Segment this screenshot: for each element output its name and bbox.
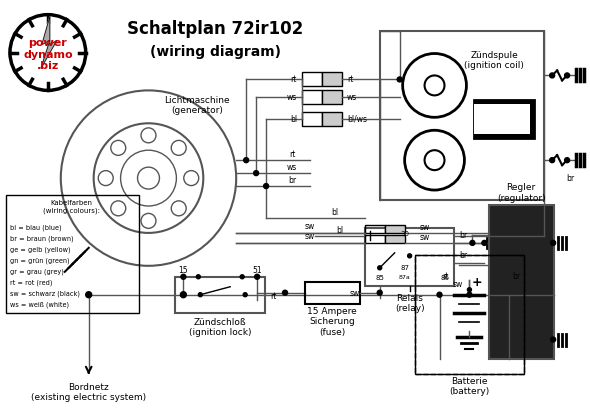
Bar (365, 225, 385, 233)
Text: 86: 86 (440, 275, 449, 281)
Circle shape (264, 183, 268, 188)
Circle shape (550, 73, 555, 78)
Circle shape (565, 158, 569, 163)
Text: 51: 51 (253, 266, 262, 275)
Circle shape (196, 275, 201, 279)
Circle shape (550, 240, 556, 245)
Circle shape (397, 77, 402, 82)
Circle shape (243, 293, 247, 297)
Circle shape (408, 254, 412, 258)
Text: sw: sw (453, 280, 463, 289)
Text: Batterie
(battery): Batterie (battery) (450, 377, 490, 396)
Text: ws: ws (347, 93, 357, 102)
Bar (6, 195, 139, 313)
Circle shape (377, 290, 382, 295)
Text: +: + (472, 276, 483, 289)
Polygon shape (41, 17, 57, 68)
Bar (489, 205, 554, 359)
Circle shape (467, 292, 472, 297)
Circle shape (86, 292, 91, 298)
Text: Zündspule
(ignition coil): Zündspule (ignition coil) (464, 51, 525, 70)
Text: Relais
(relay): Relais (relay) (395, 294, 424, 314)
Text: Schaltplan 72ir102: Schaltplan 72ir102 (127, 20, 303, 38)
Text: bl: bl (290, 115, 297, 124)
Circle shape (254, 171, 258, 176)
Bar (302, 73, 322, 86)
Text: bl = blau (blue): bl = blau (blue) (10, 225, 61, 231)
Circle shape (283, 290, 287, 295)
Text: gn = grün (green): gn = grün (green) (10, 258, 70, 264)
Circle shape (378, 266, 382, 270)
Circle shape (565, 73, 569, 78)
Bar (305, 282, 360, 304)
Text: 30: 30 (400, 231, 409, 237)
Text: bl: bl (336, 226, 343, 236)
Circle shape (550, 337, 556, 342)
Text: rt: rt (270, 292, 277, 301)
Circle shape (467, 288, 471, 292)
Bar (302, 112, 322, 126)
Circle shape (550, 158, 555, 163)
Text: power
dynamo
.biz: power dynamo .biz (23, 38, 73, 71)
Text: 87: 87 (400, 265, 409, 271)
Bar (385, 225, 405, 233)
Text: sw: sw (305, 232, 315, 241)
Bar (415, 255, 525, 374)
Bar (474, 100, 534, 138)
Bar (322, 90, 342, 104)
Circle shape (470, 240, 475, 245)
Bar (474, 104, 530, 134)
Text: Regler
(regulator): Regler (regulator) (497, 183, 546, 203)
Text: sw: sw (305, 222, 315, 231)
Bar (322, 112, 342, 126)
Circle shape (255, 274, 260, 279)
Text: br: br (288, 176, 296, 185)
Text: br: br (460, 231, 468, 241)
Text: 87a: 87a (399, 275, 411, 280)
Circle shape (482, 240, 487, 245)
Text: sw = schwarz (black): sw = schwarz (black) (10, 291, 80, 297)
Bar (175, 277, 265, 313)
Text: Kabelfarben
(wiring colours):: Kabelfarben (wiring colours): (43, 200, 100, 214)
Text: (wiring diagram): (wiring diagram) (150, 45, 281, 58)
Text: Lichtmaschine
(generator): Lichtmaschine (generator) (165, 95, 230, 115)
Circle shape (181, 292, 186, 298)
Text: br: br (566, 173, 574, 183)
Bar (365, 235, 385, 243)
Text: bl: bl (332, 208, 339, 218)
Text: rt: rt (291, 75, 297, 84)
Circle shape (198, 293, 202, 297)
Text: ws: ws (287, 93, 297, 102)
Text: rt = rot (red): rt = rot (red) (10, 280, 53, 286)
Bar (322, 73, 342, 86)
Bar (415, 255, 525, 374)
Text: bl/ws: bl/ws (347, 115, 367, 124)
Text: ws: ws (287, 163, 297, 172)
Circle shape (437, 292, 442, 297)
Circle shape (244, 158, 248, 163)
Text: br: br (512, 272, 520, 281)
Bar (380, 30, 544, 200)
Text: br = braun (brown): br = braun (brown) (10, 236, 73, 242)
Text: 15 Ampere
Sicherung
(fuse): 15 Ampere Sicherung (fuse) (307, 307, 357, 337)
Text: 85: 85 (375, 275, 384, 281)
Text: br: br (460, 251, 468, 260)
Text: rt: rt (442, 272, 449, 281)
Text: Bordnetz
(existing electric system): Bordnetz (existing electric system) (31, 383, 146, 402)
Circle shape (181, 274, 186, 279)
Text: 15: 15 (179, 266, 188, 275)
Bar (385, 235, 405, 243)
Text: rt: rt (289, 150, 295, 159)
Text: sw: sw (419, 234, 430, 242)
Text: rt: rt (347, 75, 353, 84)
Text: ws = weiß (white): ws = weiß (white) (10, 301, 69, 308)
Text: sw: sw (419, 224, 430, 232)
Bar (365, 228, 454, 286)
Text: ge = gelb (yellow): ge = gelb (yellow) (10, 247, 70, 254)
Text: Zündschloß
(ignition lock): Zündschloß (ignition lock) (189, 318, 251, 337)
Circle shape (240, 275, 244, 279)
Text: gr = grau (grey): gr = grau (grey) (10, 269, 64, 275)
Text: sw: sw (349, 289, 360, 298)
Bar (302, 90, 322, 104)
